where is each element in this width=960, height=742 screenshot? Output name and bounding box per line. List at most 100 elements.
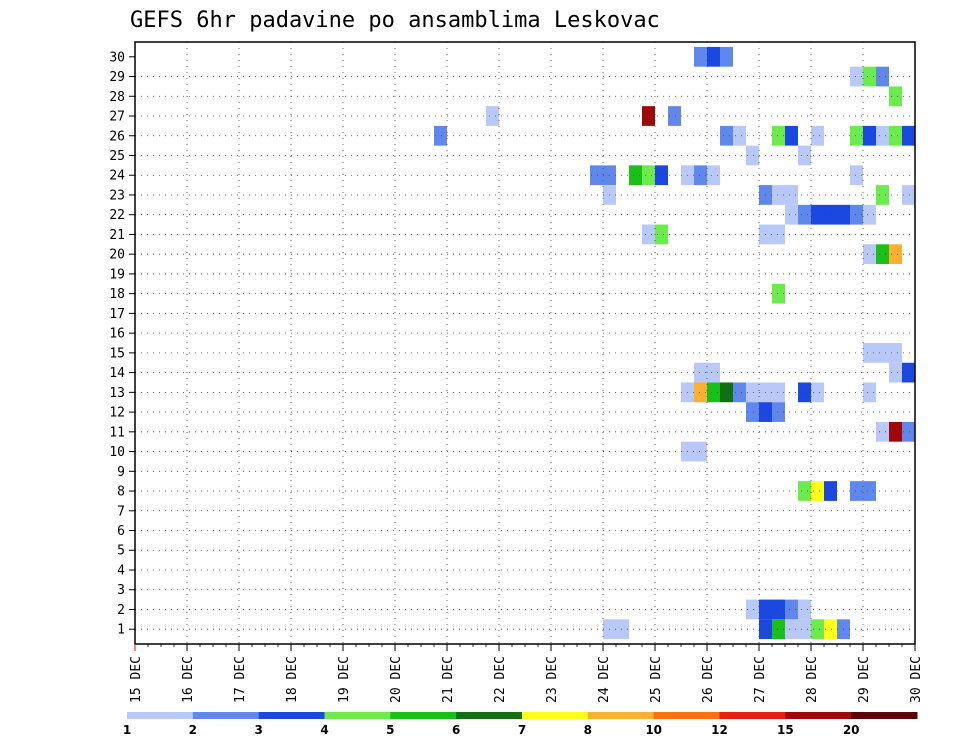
x-tick-label: 19 DEC <box>337 656 352 703</box>
x-tick-label: 18 DEC <box>285 656 300 703</box>
legend-swatch <box>258 712 325 719</box>
color-legend: 1 2 3 4 5 6 7 8 10 12 15 20 <box>123 712 918 737</box>
legend-swatch <box>324 712 391 719</box>
x-tick-label: 29 DEC <box>857 656 872 703</box>
legend-swatch <box>785 712 852 719</box>
heatmap-cell <box>772 619 785 640</box>
heatmap-cell <box>772 224 785 245</box>
heatmap-cell <box>642 224 655 245</box>
heatmap-cell <box>850 165 863 186</box>
heatmap-cell <box>720 382 733 403</box>
heatmap-cell <box>746 402 759 422</box>
y-tick-label: 23 <box>109 188 125 203</box>
legend-label: 6 <box>452 723 460 737</box>
heatmap-cell <box>824 619 837 640</box>
x-tick-label: 22 DEC <box>493 656 508 703</box>
heatmap-cell <box>798 619 811 640</box>
heatmap-cell <box>863 204 876 225</box>
y-tick-label: 22 <box>109 208 125 223</box>
heatmap-cell <box>798 481 811 501</box>
heatmap-cell <box>863 125 876 146</box>
heatmap-cell <box>733 125 746 146</box>
heatmap-cell <box>889 244 902 265</box>
heatmap-cell <box>889 86 902 107</box>
x-tick-label: 28 DEC <box>805 656 820 703</box>
heatmap-cell <box>785 204 798 225</box>
legend-swatch <box>390 712 457 719</box>
heatmap-cell <box>811 204 824 225</box>
heatmap-cell <box>590 165 603 186</box>
heatmap-cell <box>863 343 876 363</box>
y-tick-label: 24 <box>109 169 125 184</box>
legend-label: 12 <box>711 723 728 737</box>
x-tick-label: 16 DEC <box>181 656 196 703</box>
heatmap-cell <box>850 125 863 146</box>
chart-title: GEFS 6hr padavine po ansamblima Leskovac <box>130 8 660 33</box>
heatmap-cell <box>772 125 785 146</box>
heatmap-cell <box>772 382 785 403</box>
y-tick-label: 25 <box>109 149 125 164</box>
legend-swatch <box>456 712 523 719</box>
heatmap-cells <box>434 46 915 640</box>
heatmap-cell <box>811 481 824 501</box>
x-tick-label: 17 DEC <box>233 656 248 703</box>
heatmap-cell <box>824 204 837 225</box>
heatmap-cell <box>798 145 811 166</box>
heatmap-cell <box>798 204 811 225</box>
heatmap-cell <box>707 165 720 186</box>
heatmap-cell <box>811 125 824 146</box>
y-tick-label: 13 <box>109 386 125 401</box>
heatmap-cell <box>824 481 837 501</box>
heatmap-cell <box>863 244 876 265</box>
heatmap-cell <box>772 599 785 620</box>
y-tick-label: 28 <box>109 90 125 105</box>
y-tick-label: 18 <box>109 287 125 302</box>
y-tick-label: 3 <box>117 583 125 598</box>
y-tick-label: 27 <box>109 110 125 125</box>
heatmap-cell <box>707 382 720 403</box>
y-tick-label: 6 <box>117 524 125 539</box>
heatmap-cell <box>876 66 889 87</box>
heatmap-cell <box>902 185 915 205</box>
heatmap-cell <box>694 362 707 383</box>
legend-label: 15 <box>777 723 794 737</box>
y-tick-label: 7 <box>117 504 125 519</box>
legend-label: 20 <box>843 723 860 737</box>
y-tick-label: 9 <box>117 465 125 480</box>
y-tick-label: 4 <box>117 563 125 578</box>
heatmap-cell <box>694 165 707 186</box>
heatmap-cell <box>655 224 668 245</box>
heatmap-cell <box>616 619 629 640</box>
legend-swatch <box>653 712 720 719</box>
legend-swatch <box>127 712 194 719</box>
heatmap-cell <box>785 125 798 146</box>
heatmap-cell <box>655 165 668 186</box>
heatmap-cell <box>889 362 902 383</box>
heatmap-cell <box>863 481 876 501</box>
heatmap-cell <box>889 343 902 363</box>
heatmap-cell <box>785 185 798 205</box>
heatmap-cell <box>850 204 863 225</box>
heatmap-cell <box>629 165 642 186</box>
y-tick-label: 17 <box>109 307 125 322</box>
legend-swatch <box>719 712 786 719</box>
x-tick-label: 20 DEC <box>389 656 404 703</box>
legend-label: 8 <box>584 723 592 737</box>
heatmap-cell <box>876 244 889 265</box>
heatmap-cell <box>785 599 798 620</box>
x-tick-label: 25 DEC <box>649 656 664 703</box>
legend-label: 4 <box>320 723 328 737</box>
y-tick-label: 12 <box>109 406 125 421</box>
legend-swatch <box>851 712 918 719</box>
y-tick-label: 19 <box>109 267 125 282</box>
heatmap-cell <box>876 125 889 146</box>
legend-label: 1 <box>123 723 131 737</box>
grid-lines <box>135 42 915 644</box>
x-tick-label: 23 DEC <box>545 656 560 703</box>
x-axis: 15 DEC 16 DEC 17 DEC 18 DEC 19 DEC 20 DEC 21 D… <box>129 644 924 703</box>
heatmap-cell <box>720 125 733 146</box>
heatmap-cell <box>720 46 733 67</box>
heatmap-cell <box>642 165 655 186</box>
heatmap-cell <box>876 421 889 442</box>
